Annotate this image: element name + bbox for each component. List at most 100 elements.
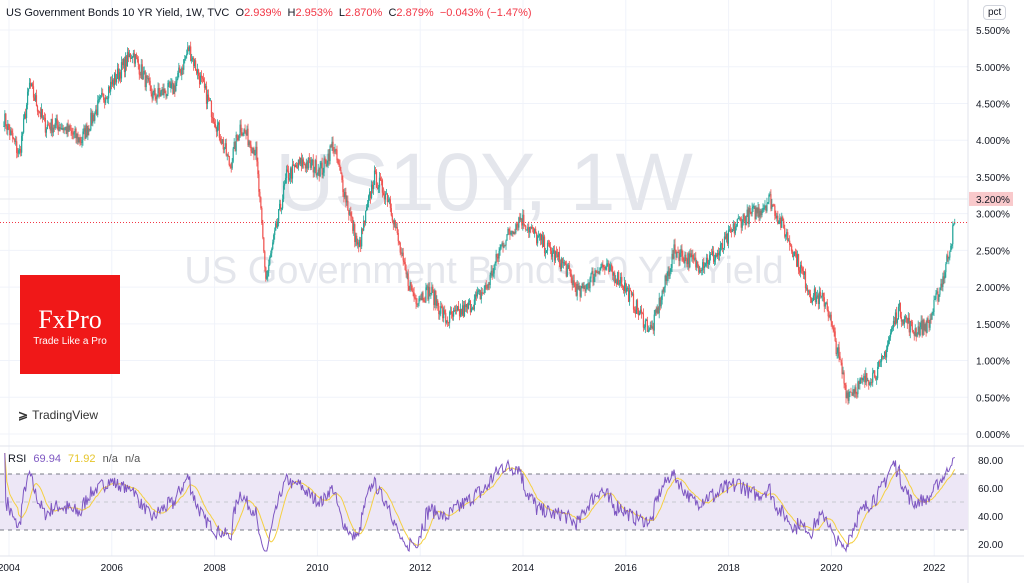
candle-body xyxy=(793,255,795,257)
candle-body xyxy=(377,187,380,189)
candle xyxy=(395,223,397,229)
candle-body xyxy=(584,285,586,292)
candle-body xyxy=(447,320,449,323)
candle xyxy=(917,320,919,335)
candle xyxy=(136,55,138,63)
candle xyxy=(882,354,884,360)
candle-body xyxy=(828,316,830,318)
candle-body xyxy=(297,159,300,168)
candle xyxy=(522,209,524,231)
candle-body xyxy=(400,252,402,254)
candle-body xyxy=(283,183,286,186)
candle-body xyxy=(289,168,292,179)
candle xyxy=(450,306,452,315)
candle xyxy=(648,327,650,332)
candle-body xyxy=(397,232,399,242)
candle-body xyxy=(666,275,668,281)
candle-body xyxy=(540,234,543,241)
candle-body xyxy=(40,109,43,117)
candle xyxy=(786,228,788,240)
candle xyxy=(15,135,17,146)
candle xyxy=(647,325,649,333)
unit-button[interactable]: pct xyxy=(983,5,1007,20)
candle xyxy=(263,237,265,254)
candle xyxy=(379,172,382,181)
candle xyxy=(641,311,644,315)
candle xyxy=(717,247,720,261)
candle xyxy=(223,147,225,154)
candle xyxy=(820,295,822,299)
candle xyxy=(834,327,836,342)
candle-body xyxy=(823,297,825,307)
candle xyxy=(629,287,632,292)
candle xyxy=(883,351,886,360)
candle-body xyxy=(784,228,786,237)
candle-body xyxy=(806,287,809,292)
candle-body xyxy=(709,255,711,264)
candle-body xyxy=(603,266,605,268)
candle xyxy=(461,300,464,317)
candle xyxy=(842,366,844,375)
candle xyxy=(410,282,412,291)
candle-body xyxy=(680,249,682,254)
candle xyxy=(757,201,759,218)
candle-body xyxy=(271,248,273,254)
candle xyxy=(188,45,190,52)
candle xyxy=(657,306,659,315)
candle-body xyxy=(292,164,295,166)
candle-body xyxy=(821,292,823,296)
candle-body xyxy=(801,268,804,271)
candle xyxy=(227,151,229,157)
candle-body xyxy=(574,283,576,288)
candle xyxy=(293,164,296,173)
candle xyxy=(743,212,745,222)
candle-body xyxy=(673,244,675,259)
candle xyxy=(285,165,288,184)
candle xyxy=(20,146,22,157)
candle xyxy=(251,146,253,154)
candle-body xyxy=(316,173,318,176)
candle xyxy=(911,320,913,333)
candle-body xyxy=(676,252,678,258)
candle xyxy=(847,389,849,405)
candle xyxy=(658,292,660,319)
candle xyxy=(431,282,433,296)
tradingview-logo[interactable]: ⩾ TradingView xyxy=(18,408,98,422)
candle-body xyxy=(623,286,625,291)
candle xyxy=(262,219,264,240)
candle-body xyxy=(467,302,470,309)
candle-body xyxy=(255,146,257,155)
candle-body xyxy=(625,288,628,292)
candle-body xyxy=(379,177,382,181)
candle-body xyxy=(75,128,77,139)
candle-body xyxy=(643,327,645,329)
candle-body xyxy=(865,373,867,383)
candle xyxy=(23,114,25,134)
candle-body xyxy=(733,223,735,234)
logo-brand: FxPro xyxy=(38,305,102,334)
candle-body xyxy=(744,217,746,226)
candle-body xyxy=(552,249,555,253)
candle-body xyxy=(89,129,91,131)
candle-body xyxy=(394,220,396,228)
candle-body xyxy=(942,276,944,288)
candle xyxy=(572,274,574,288)
candle xyxy=(351,211,353,223)
candle xyxy=(866,373,868,387)
candle xyxy=(384,191,387,206)
candle xyxy=(715,252,718,258)
candle xyxy=(382,187,385,196)
candle xyxy=(122,57,125,69)
candle-body xyxy=(599,267,601,274)
candle-body xyxy=(111,81,113,85)
candle-body xyxy=(720,243,723,245)
candle-body xyxy=(873,370,875,373)
candle-body xyxy=(921,320,923,335)
candle-body xyxy=(766,203,768,211)
candle-body xyxy=(121,62,124,66)
candle-body xyxy=(25,105,28,119)
candle xyxy=(41,108,44,123)
candle xyxy=(837,344,839,359)
candle-body xyxy=(249,141,251,145)
